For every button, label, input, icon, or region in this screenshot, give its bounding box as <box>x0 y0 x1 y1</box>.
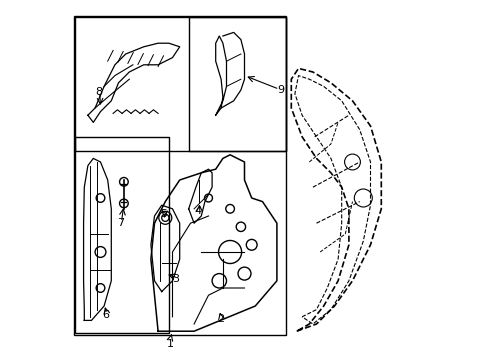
Text: 1: 1 <box>167 339 174 349</box>
Text: 5: 5 <box>160 209 167 219</box>
Text: 3: 3 <box>172 274 179 284</box>
Text: 9: 9 <box>276 85 284 95</box>
Text: 7: 7 <box>117 218 123 228</box>
Text: 6: 6 <box>102 310 109 320</box>
Text: 4: 4 <box>194 206 201 216</box>
Text: 8: 8 <box>95 87 102 97</box>
Text: 2: 2 <box>217 314 224 324</box>
